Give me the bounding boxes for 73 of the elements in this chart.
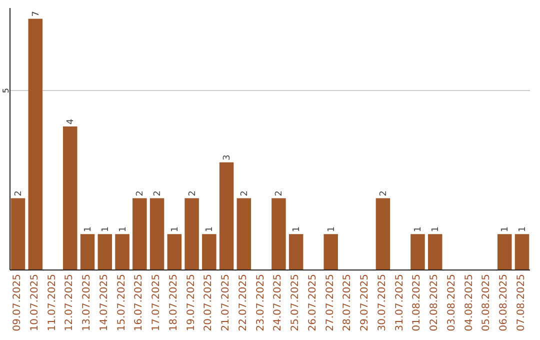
bar — [272, 198, 286, 270]
x-tick-label: 21.07.2025 — [220, 274, 232, 332]
bar — [132, 198, 147, 270]
bar — [28, 18, 42, 270]
bar — [428, 234, 442, 270]
data-label: 1 — [205, 226, 216, 232]
data-label: 2 — [14, 190, 24, 196]
data-label: 2 — [378, 190, 389, 196]
data-label: 1 — [414, 226, 424, 232]
bar — [219, 162, 234, 270]
x-tick-label: 28.07.2025 — [342, 274, 354, 332]
x-tick-label: 12.07.2025 — [64, 274, 76, 332]
x-tick-label: 07.08.2025 — [516, 274, 528, 332]
x-tick-label: 02.08.2025 — [429, 274, 440, 332]
bar — [498, 234, 512, 270]
x-tick-label: 27.07.2025 — [324, 274, 336, 332]
x-tick-label: 05.08.2025 — [481, 274, 492, 332]
bar — [288, 234, 304, 270]
x-tick-label: 01.08.2025 — [412, 274, 423, 332]
data-label: 1 — [100, 226, 111, 232]
x-tick-label: 11.07.2025 — [46, 274, 58, 332]
x-tick-label: 03.08.2025 — [446, 274, 458, 332]
data-label: 1 — [170, 226, 180, 232]
x-tick-label: 13.07.2025 — [82, 274, 93, 332]
bar — [63, 126, 78, 270]
x-tick-label: 19.07.2025 — [186, 274, 197, 332]
data-label: 2 — [188, 190, 198, 196]
data-label: 1 — [84, 226, 94, 232]
bar — [10, 198, 26, 270]
bar — [202, 234, 216, 270]
x-tick-label: 26.07.2025 — [307, 274, 318, 332]
x-tick-label: 06.08.2025 — [498, 274, 510, 332]
data-label: 1 — [518, 226, 528, 232]
bar — [324, 234, 338, 270]
bar — [80, 234, 95, 270]
x-tick-label: 31.07.2025 — [394, 274, 406, 332]
x-tick-label: 14.07.2025 — [98, 274, 110, 332]
bar — [150, 198, 164, 270]
data-label: 2 — [153, 190, 164, 196]
data-label: 1 — [500, 226, 511, 232]
data-label: 1 — [431, 226, 442, 232]
data-label: 1 — [118, 226, 128, 232]
x-tick-label: 15.07.2025 — [116, 274, 128, 332]
data-label: 2 — [274, 190, 285, 196]
data-label: 1 — [326, 226, 337, 232]
bar — [410, 234, 425, 270]
data-label: 2 — [136, 190, 146, 196]
x-tick-label: 16.07.2025 — [134, 274, 145, 332]
bar — [236, 198, 252, 270]
data-label: 2 — [240, 190, 250, 196]
x-tick-label: 10.07.2025 — [29, 274, 40, 332]
x-tick-label: 23.07.2025 — [255, 274, 266, 332]
x-tick-label: 09.07.2025 — [12, 274, 23, 332]
x-tick-label: 24.07.2025 — [272, 274, 284, 332]
x-tick-label: 20.07.2025 — [203, 274, 214, 332]
bar — [514, 234, 530, 270]
data-label: 1 — [292, 226, 302, 232]
bar — [184, 198, 199, 270]
x-tick-label: 18.07.2025 — [168, 274, 180, 332]
x-tick-label: 22.07.2025 — [238, 274, 249, 332]
data-label: 4 — [66, 118, 76, 124]
data-label: 3 — [222, 154, 233, 160]
x-tick-label: 30.07.2025 — [376, 274, 388, 332]
bar — [376, 198, 390, 270]
bar — [98, 234, 112, 270]
y-tick-label: 5 — [2, 88, 11, 94]
x-tick-label: 17.07.2025 — [151, 274, 162, 332]
data-label: 7 — [31, 11, 42, 17]
bar — [115, 234, 130, 270]
x-tick-label: 04.08.2025 — [464, 274, 475, 332]
bar — [167, 234, 182, 270]
x-tick-label: 29.07.2025 — [360, 274, 371, 332]
x-tick-label: 25.07.2025 — [290, 274, 302, 332]
